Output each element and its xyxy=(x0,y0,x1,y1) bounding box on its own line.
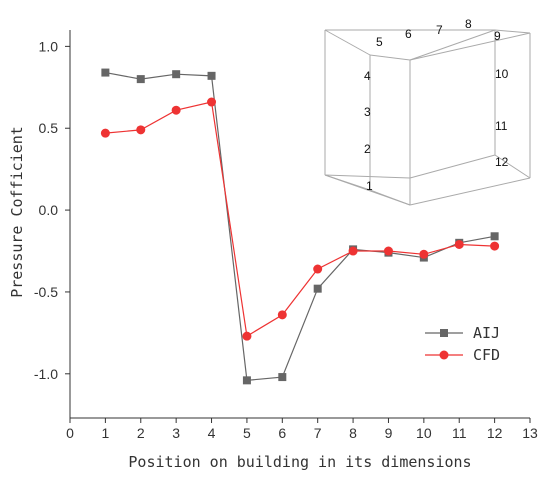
inset-position-label-3: 3 xyxy=(364,105,371,119)
inset-edge xyxy=(494,154,531,179)
point-AIJ-1 xyxy=(101,68,110,77)
inset-position-label-1: 1 xyxy=(366,179,373,193)
y-tick-label-0: 1.0 xyxy=(39,38,59,54)
point-CFD-2 xyxy=(136,125,146,135)
point-AIJ-2 xyxy=(136,75,145,84)
point-CFD-9 xyxy=(383,246,393,256)
x-tick-label-8: 8 xyxy=(349,425,357,441)
point-CFD-5 xyxy=(242,331,252,341)
legend: AIJ CFD xyxy=(425,324,500,364)
axes xyxy=(69,30,530,419)
inset-position-label-8: 8 xyxy=(465,17,472,31)
x-tick-label-5: 5 xyxy=(243,425,251,441)
point-CFD-4 xyxy=(207,97,217,107)
inset-position-label-6: 6 xyxy=(405,27,412,41)
inset-position-label-12: 12 xyxy=(495,155,509,169)
inset-edge xyxy=(409,177,531,206)
point-CFD-11 xyxy=(454,239,464,249)
inset-edge xyxy=(369,189,411,206)
x-tick-label-13: 13 xyxy=(522,425,538,441)
point-AIJ-6 xyxy=(278,373,287,382)
point-CFD-10 xyxy=(419,249,429,259)
inset-position-label-9: 9 xyxy=(494,29,501,43)
inset-position-label-11: 11 xyxy=(495,119,508,133)
series-line-CFD xyxy=(105,101,495,338)
inset-edge xyxy=(369,54,411,61)
y-tick-label-1: 0.5 xyxy=(39,120,59,136)
point-CFD-7 xyxy=(313,264,323,274)
point-CFD-1 xyxy=(100,128,110,138)
inset-position-label-4: 4 xyxy=(364,69,371,83)
x-tick-label-0: 0 xyxy=(66,425,74,441)
x-tick-label-4: 4 xyxy=(208,425,216,441)
point-CFD-12 xyxy=(490,241,500,251)
inset-edge xyxy=(409,32,531,61)
inset-position-label-5: 5 xyxy=(376,35,383,49)
legend-label-AIJ: AIJ xyxy=(473,324,500,342)
x-tick-label-12: 12 xyxy=(487,425,503,441)
point-AIJ-3 xyxy=(172,70,181,79)
point-CFD-8 xyxy=(348,246,358,256)
point-AIJ-5 xyxy=(242,376,251,385)
x-tick-label-6: 6 xyxy=(278,425,286,441)
inset-edge xyxy=(494,29,531,34)
series-line-AIJ xyxy=(105,71,495,381)
x-tick-label-11: 11 xyxy=(452,425,467,441)
y-tick-label-3: -0.5 xyxy=(34,284,58,300)
inset-position-label-10: 10 xyxy=(495,67,509,81)
point-CFD-6 xyxy=(277,310,287,320)
series-layer xyxy=(100,68,500,385)
inset-edge xyxy=(324,29,371,56)
point-AIJ-7 xyxy=(313,284,322,293)
inset-edge xyxy=(409,154,496,179)
legend-label-CFD: CFD xyxy=(473,346,500,364)
ticks: 0 1 2 3 4 5 6 7 8 9 10 11 12 131.00.50.0-0.5-1.0 xyxy=(34,38,538,441)
point-CFD-3 xyxy=(171,105,181,115)
x-tick-label-7: 7 xyxy=(314,425,322,441)
x-tick-label-10: 10 xyxy=(416,425,432,441)
x-tick-label-2: 2 xyxy=(137,425,145,441)
legend-marker-CFD xyxy=(439,350,449,360)
y-axis-label: Pressure Cofficient xyxy=(8,126,26,298)
y-tick-label-4: -1.0 xyxy=(34,366,58,382)
x-tick-label-1: 1 xyxy=(101,425,109,441)
x-tick-label-9: 9 xyxy=(385,425,393,441)
x-axis-label: Position on building in its dimensions xyxy=(128,453,471,471)
inset-edge xyxy=(324,174,371,191)
inset-position-label-2: 2 xyxy=(364,142,371,156)
point-AIJ-12 xyxy=(490,232,499,241)
legend-marker-AIJ xyxy=(440,329,448,337)
inset-edge xyxy=(324,174,411,179)
inset-edge xyxy=(409,29,496,61)
point-AIJ-4 xyxy=(207,71,216,80)
inset-position-label-7: 7 xyxy=(436,23,443,37)
x-tick-label-3: 3 xyxy=(172,425,180,441)
y-tick-label-2: 0.0 xyxy=(39,202,59,218)
